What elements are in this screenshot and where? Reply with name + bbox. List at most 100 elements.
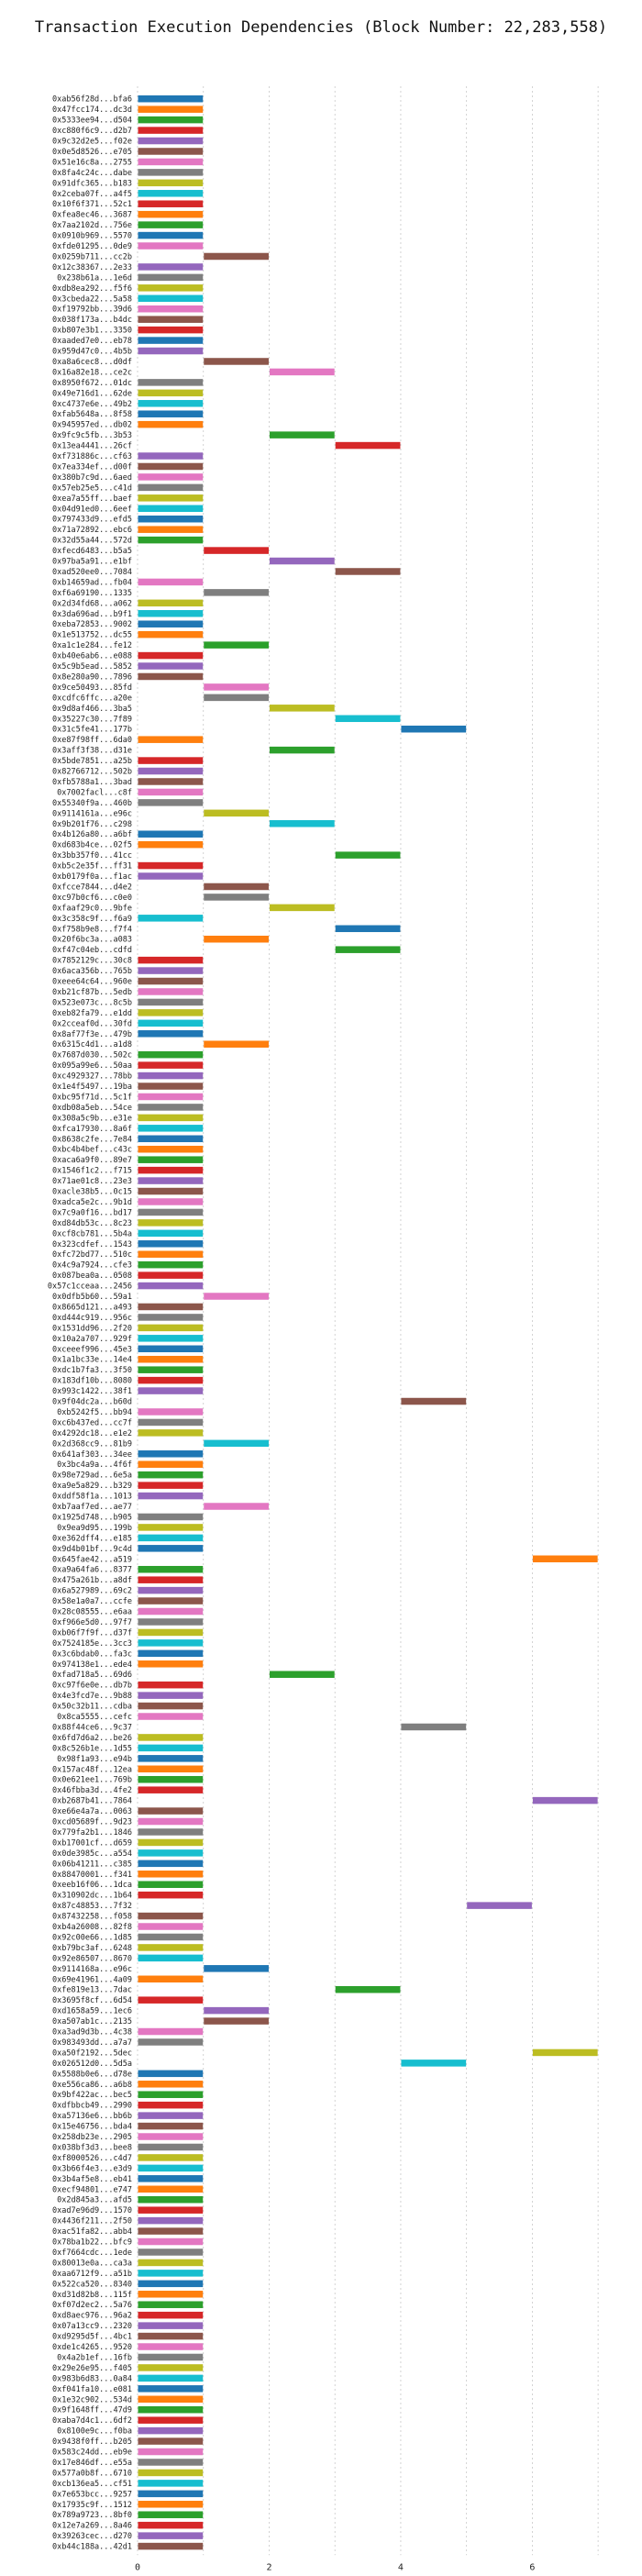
dependency-bar (335, 441, 401, 450)
transaction-label: 0x39263cec...d270 (52, 2532, 132, 2541)
dependency-bar (138, 127, 204, 134)
transaction-label: 0x2d368cc9...81b9 (52, 1439, 132, 1449)
dependency-bar (138, 1429, 204, 1437)
dependency-bar (138, 757, 204, 764)
dependency-bar (138, 2459, 204, 2466)
dependency-bar (138, 400, 204, 407)
transaction-label: 0xad7e96d9...1570 (52, 2206, 132, 2215)
transaction-label: 0x9f1648ff...47d9 (52, 2406, 132, 2415)
transaction-label: 0x6aca356b...765b (52, 967, 132, 976)
transaction-label: 0xdb8ea292...f5f6 (52, 284, 132, 294)
dependency-bar (138, 536, 204, 544)
dependency-bar (401, 725, 467, 733)
dependency-bar (204, 1965, 269, 1972)
transaction-label: 0xc97b0cf6...c0e0 (52, 894, 132, 903)
dependency-bar (138, 2038, 204, 2046)
dependency-bar (138, 1061, 204, 1069)
x-tick-label: 2 (266, 2562, 271, 2572)
dependency-bar (138, 1282, 204, 1290)
transaction-label: 0x9114161a...e96c (52, 809, 132, 818)
transaction-label: 0xd1658a59...1ec6 (52, 2007, 132, 2016)
dependency-bar (138, 1891, 204, 1899)
dependency-bar (138, 1545, 204, 1552)
dependency-bar (138, 630, 204, 638)
transaction-label: 0xa57136e6...bb6b (52, 2112, 132, 2121)
transaction-label: 0xa9a64fa6...8377 (52, 1566, 132, 1575)
transaction-label: 0xe362dff4...e185 (52, 1534, 132, 1543)
transaction-label: 0x16a82e18...ce2c (52, 368, 132, 377)
dependency-bar (138, 1083, 204, 1090)
transaction-label: 0xf8000526...c4d7 (52, 2154, 132, 2163)
transaction-label: 0x583c24dd...eb9e (52, 2448, 132, 2458)
transaction-label: 0xfaaf29c0...9bfe (52, 904, 132, 913)
transaction-label: 0xb44c188a...42d1 (52, 2543, 132, 2552)
dependency-bar (138, 599, 204, 607)
dependency-bar (138, 1775, 204, 1783)
transaction-label: 0x35227c30...7f89 (52, 715, 132, 724)
dependency-bar (138, 2091, 204, 2098)
transaction-label: 0x8665d121...a493 (52, 1303, 132, 1312)
transaction-label: 0x04d91ed0...6eef (52, 505, 132, 514)
transaction-label: 0xd444c919...956c (52, 1314, 132, 1323)
dependency-bar (138, 2343, 204, 2350)
transaction-label: 0x17935c9f...1512 (52, 2501, 132, 2510)
transaction-label: 0xddf58f1a...1013 (52, 1493, 132, 1502)
dependency-bar (138, 1954, 204, 1962)
dependency-bar (204, 1503, 269, 1510)
transaction-label: 0x0e621ee1...769b (52, 1776, 132, 1785)
dependency-bar (138, 1482, 204, 1489)
dependency-bar (138, 1187, 204, 1195)
transaction-label: 0x983b6d83...0a84 (52, 2374, 132, 2383)
chart-title: Transaction Execution Dependencies (Bloc… (34, 18, 608, 37)
dependency-bar (138, 1586, 204, 1594)
transaction-label: 0x88f44ce6...9c37 (52, 1723, 132, 1732)
dependency-bar (138, 2206, 204, 2214)
dependency-bar (138, 2185, 204, 2193)
dependency-bar (138, 1786, 204, 1793)
dependency-bar (204, 2006, 269, 2015)
transaction-label: 0xb5242f5...bb94 (57, 1408, 132, 1417)
dependency-bar (138, 998, 204, 1006)
transaction-label: 0xac51fa82...abb4 (52, 2227, 132, 2237)
dependency-bar (138, 2133, 204, 2140)
transaction-label: 0xfca17930...8a6f (52, 1125, 132, 1134)
dependency-bar (138, 2143, 204, 2151)
dependency-bar (138, 337, 204, 344)
dependency-bar (467, 1902, 532, 1909)
dependency-bar (204, 809, 269, 817)
transaction-label: 0x92c00e66...1d85 (52, 1933, 132, 1942)
transaction-label: 0x5588b0e6...d78e (52, 2070, 132, 2079)
dependency-bar (138, 2322, 204, 2329)
transaction-label: 0x55340f9a...460b (52, 799, 132, 808)
transaction-label: 0x2ceba07f...a4f5 (52, 190, 132, 199)
dependency-bar (138, 2480, 204, 2487)
transaction-label: 0xd31d82b8...115f (52, 2291, 132, 2300)
transaction-label: 0xeba72853...9002 (52, 620, 132, 629)
dependency-bar (138, 2227, 204, 2235)
transaction-label: 0xc4737e6e...49b2 (52, 400, 132, 409)
transaction-label: 0xf731886c...cf63 (52, 452, 132, 461)
dependency-bar (138, 494, 204, 502)
transaction-label: 0xe87f98ff...6da0 (52, 736, 132, 745)
transaction-label: 0x1e32c902...534d (52, 2395, 132, 2404)
dependency-bar (138, 94, 204, 103)
dependency-bar (138, 483, 204, 492)
transaction-label: 0xeeb16f06...1dca (52, 1881, 132, 1890)
dependency-bar (138, 1177, 204, 1184)
transaction-label: 0x0259b711...cc2b (52, 252, 132, 261)
transaction-label: 0xceeef996...45e3 (52, 1345, 132, 1354)
transaction-label: 0x17e846df...e55a (52, 2459, 132, 2468)
dependency-bar (138, 1366, 204, 1373)
transaction-label: 0x47fcc174...dc3d (52, 105, 132, 115)
dependency-bar (138, 1828, 204, 1836)
transaction-label: 0x78ba1b22...bfc9 (52, 2238, 132, 2248)
transaction-label: 0xa9e5a829...b329 (52, 1482, 132, 1491)
dependency-bar (138, 2395, 204, 2404)
transaction-label: 0xbc95f71d...5c1f (52, 1093, 132, 1102)
transaction-label: 0xa1c1e284...fe12 (52, 641, 132, 650)
dependency-bar (138, 420, 204, 428)
transaction-label: 0x3da696ad...b9f1 (52, 610, 132, 619)
transaction-label: 0x1e513752...dc55 (52, 631, 132, 640)
dependency-bar (138, 2532, 204, 2539)
